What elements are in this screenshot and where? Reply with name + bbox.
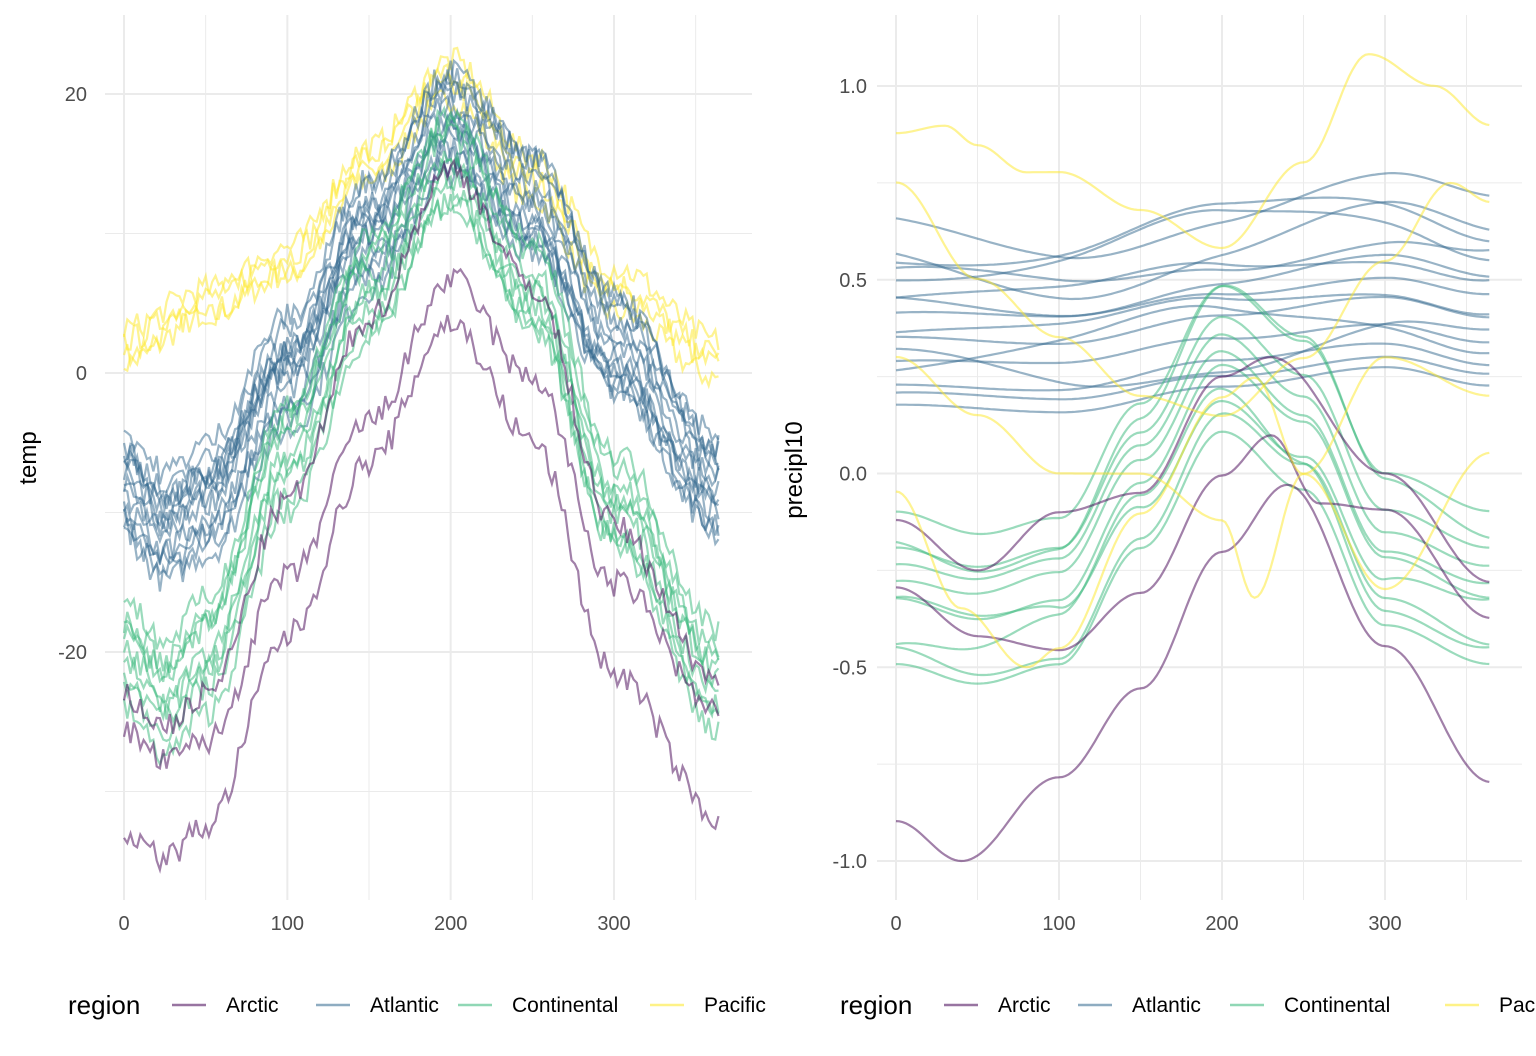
x-tick-label: 0 bbox=[890, 913, 901, 935]
series-line-continental bbox=[895, 350, 1490, 595]
precip-y-ticks: -1.0 -0.5 0.0 0.5 1.0 bbox=[833, 76, 867, 873]
precip-x-ticks: 0 100 200 300 bbox=[890, 913, 1401, 935]
y-tick-label: 0.0 bbox=[839, 464, 867, 486]
series-line-atlantic bbox=[896, 295, 1490, 345]
series-line-continental bbox=[122, 108, 720, 673]
series-line-continental bbox=[895, 284, 1490, 573]
series-line-atlantic bbox=[895, 196, 1490, 267]
series-line-continental bbox=[123, 122, 720, 684]
x-tick-label: 100 bbox=[1042, 913, 1075, 935]
series-line-continental bbox=[895, 387, 1490, 651]
series-line-atlantic bbox=[895, 323, 1490, 365]
legend-label-atlantic: Atlantic bbox=[1132, 994, 1201, 1017]
x-tick-label: 200 bbox=[434, 913, 467, 935]
series-line-arctic bbox=[895, 483, 1490, 863]
series-line-atlantic bbox=[123, 90, 719, 519]
x-tick-label: 0 bbox=[118, 913, 129, 935]
series-line-arctic bbox=[895, 356, 1490, 583]
series-line-atlantic bbox=[895, 253, 1490, 318]
series-line-continental bbox=[122, 174, 720, 724]
series-line-pacific bbox=[896, 53, 1490, 250]
series-line-continental bbox=[122, 150, 720, 683]
temp-panel: 0 100 200 300 -20 0 20 temp region Arctic Atla… bbox=[15, 15, 766, 1020]
series-line-atlantic bbox=[896, 366, 1490, 414]
series-line-atlantic bbox=[122, 81, 720, 515]
legend-label-pacific: Pacific bbox=[1499, 994, 1536, 1017]
precip-grid bbox=[877, 15, 1522, 900]
series-line-atlantic bbox=[896, 342, 1490, 392]
y-tick-label: -1.0 bbox=[833, 851, 867, 873]
legend-label-arctic: Arctic bbox=[998, 994, 1051, 1017]
legend-label-continental: Continental bbox=[1284, 994, 1390, 1017]
series-line-atlantic bbox=[895, 293, 1490, 334]
precip-lines bbox=[895, 53, 1490, 863]
legend-label-arctic: Arctic bbox=[226, 994, 279, 1017]
series-line-pacific bbox=[895, 181, 1490, 418]
precip-legend: region Arctic Atlantic Continental Pacific bbox=[840, 990, 1536, 1020]
precip-legend-title: region bbox=[840, 990, 912, 1020]
legend-label-pacific: Pacific bbox=[704, 994, 766, 1017]
series-line-atlantic bbox=[895, 304, 1490, 372]
temp-legend-title: region bbox=[68, 990, 140, 1020]
x-tick-label: 100 bbox=[271, 913, 304, 935]
legend-label-atlantic: Atlantic bbox=[370, 994, 439, 1017]
y-tick-label: 0 bbox=[76, 363, 87, 385]
series-line-atlantic bbox=[896, 209, 1490, 282]
temp-legend: region Arctic Atlantic Continental Pacific bbox=[68, 990, 766, 1020]
series-line-continental bbox=[895, 333, 1490, 581]
series-line-continental bbox=[895, 412, 1490, 677]
series-line-pacific bbox=[895, 355, 1490, 600]
series-line-atlantic bbox=[896, 320, 1490, 388]
legend-label-continental: Continental bbox=[512, 994, 618, 1017]
temp-y-ticks: -20 0 20 bbox=[58, 84, 87, 664]
series-line-atlantic bbox=[895, 240, 1490, 283]
y-tick-label: 0.5 bbox=[839, 270, 867, 292]
series-line-continental bbox=[895, 363, 1490, 621]
series-line-arctic bbox=[122, 158, 720, 735]
y-tick-label: 20 bbox=[65, 84, 87, 106]
x-tick-label: 300 bbox=[1368, 913, 1401, 935]
precip-y-axis-label: precipl10 bbox=[781, 421, 808, 518]
series-line-continental bbox=[123, 105, 720, 650]
series-line-continental bbox=[895, 430, 1490, 685]
x-tick-label: 200 bbox=[1205, 913, 1238, 935]
temp-lines bbox=[122, 46, 720, 874]
series-line-atlantic bbox=[895, 172, 1490, 260]
series-line-atlantic bbox=[895, 276, 1490, 318]
y-tick-label: -20 bbox=[58, 642, 87, 664]
series-line-pacific bbox=[122, 46, 720, 351]
series-line-atlantic bbox=[123, 118, 720, 545]
series-line-arctic bbox=[123, 314, 720, 874]
series-line-atlantic bbox=[123, 58, 720, 485]
temp-x-ticks: 0 100 200 300 bbox=[118, 913, 630, 935]
y-tick-label: -0.5 bbox=[833, 657, 867, 679]
series-line-pacific bbox=[895, 376, 1490, 669]
x-tick-label: 300 bbox=[597, 913, 630, 935]
series-line-continental bbox=[123, 165, 719, 720]
temp-y-axis-label: temp bbox=[15, 431, 42, 484]
y-tick-label: 1.0 bbox=[839, 76, 867, 98]
precip-panel: 0 100 200 300 -1.0 -0.5 0.0 0.5 1.0 precipl10 r… bbox=[781, 15, 1536, 1020]
series-line-arctic bbox=[122, 267, 720, 771]
series-line-continental bbox=[896, 315, 1490, 568]
